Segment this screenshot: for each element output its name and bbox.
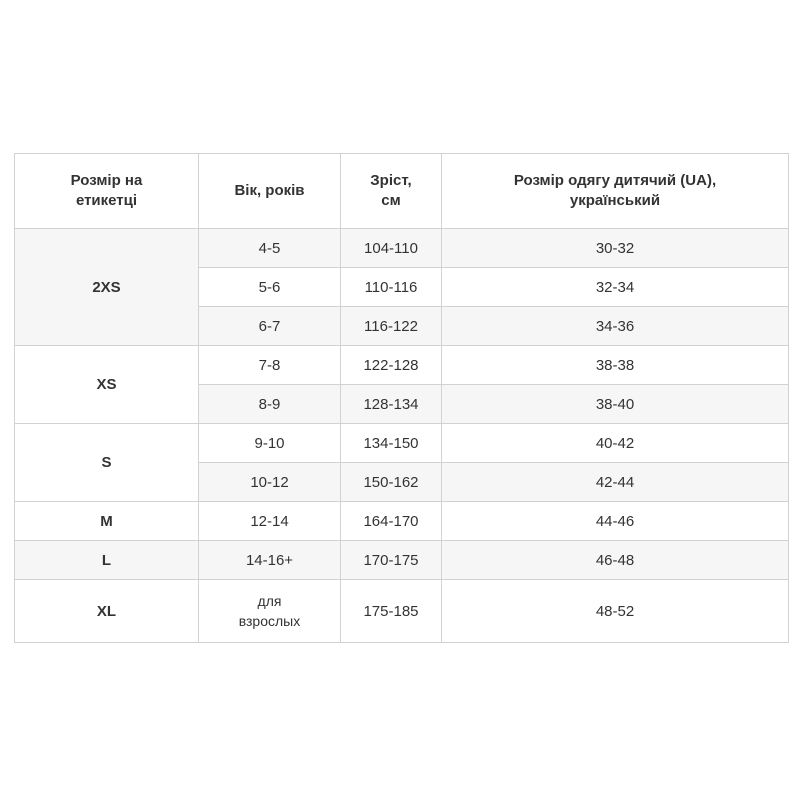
age-cell: 4-5 bbox=[198, 228, 341, 268]
size-cell: 2XS bbox=[14, 228, 199, 346]
size-chart-table: Розмір на етикетці Вік, років Зріст, см Ро… bbox=[14, 153, 789, 643]
age-cell: 12-14 bbox=[198, 501, 341, 541]
size-cell: L bbox=[14, 540, 199, 580]
table-row: M 12-14 164-170 44-46 bbox=[14, 501, 789, 541]
ua-size-cell: 38-38 bbox=[441, 345, 789, 385]
size-cell: M bbox=[14, 501, 199, 541]
age-cell: 14-16+ bbox=[198, 540, 341, 580]
age-cell: 6-7 bbox=[198, 306, 341, 346]
header-label-size: Розмір на етикетці bbox=[14, 153, 199, 229]
age-text: взрослых bbox=[238, 613, 301, 629]
age-cell: 7-8 bbox=[198, 345, 341, 385]
ua-size-cell: 44-46 bbox=[441, 501, 789, 541]
header-text: Вік, років bbox=[234, 182, 305, 199]
size-cell: S bbox=[14, 423, 199, 502]
header-text: етикетці bbox=[75, 192, 138, 209]
table-row: S 9-10 134-150 40-42 bbox=[14, 423, 789, 502]
size-cell: XL bbox=[14, 579, 199, 643]
ua-size-cell: 30-32 bbox=[441, 228, 789, 268]
ua-size-cell: 34-36 bbox=[441, 306, 789, 346]
ua-size-cell: 40-42 bbox=[441, 423, 789, 463]
ua-size-cell: 48-52 bbox=[441, 579, 789, 643]
table-row: L 14-16+ 170-175 46-48 bbox=[14, 540, 789, 580]
height-cell: 128-134 bbox=[340, 384, 442, 424]
header-text: Розмір на bbox=[70, 172, 143, 189]
header-text: Зріст, bbox=[370, 172, 412, 189]
header-text: український bbox=[569, 192, 661, 209]
age-cell: 5-6 bbox=[198, 267, 341, 307]
age-text: для bbox=[257, 593, 282, 609]
size-cell: XS bbox=[14, 345, 199, 424]
height-cell: 122-128 bbox=[340, 345, 442, 385]
header-text: Розмір одягу дитячий (UA), bbox=[513, 172, 717, 189]
table-row: 8-9 128-134 38-40 bbox=[15, 384, 789, 424]
age-cell: 8-9 bbox=[198, 384, 341, 424]
table-row: 5-6 110-116 32-34 bbox=[15, 267, 789, 307]
table-row: XL для взрослых 175-185 48-52 bbox=[14, 579, 789, 643]
ua-size-cell: 38-40 bbox=[441, 384, 789, 424]
age-cell: 9-10 bbox=[198, 423, 341, 463]
table-row: 2XS 4-5 104-110 30-32 bbox=[14, 228, 789, 346]
table-row: 10-12 150-162 42-44 bbox=[15, 462, 789, 502]
height-cell: 116-122 bbox=[340, 306, 442, 346]
ua-size-cell: 42-44 bbox=[441, 462, 789, 502]
height-cell: 170-175 bbox=[340, 540, 442, 580]
age-cell: 10-12 bbox=[198, 462, 341, 502]
height-cell: 110-116 bbox=[340, 267, 442, 307]
height-cell: 104-110 bbox=[340, 228, 442, 268]
height-cell: 134-150 bbox=[340, 423, 442, 463]
ua-size-cell: 32-34 bbox=[441, 267, 789, 307]
ua-size-cell: 46-48 bbox=[441, 540, 789, 580]
header-height: Зріст, см bbox=[340, 153, 442, 229]
age-cell: для взрослых bbox=[198, 579, 341, 643]
table-row: 6-7 116-122 34-36 bbox=[15, 306, 789, 346]
height-cell: 150-162 bbox=[340, 462, 442, 502]
height-cell: 164-170 bbox=[340, 501, 442, 541]
height-cell: 175-185 bbox=[340, 579, 442, 643]
header-row: Розмір на етикетці Вік, років Зріст, см Ро… bbox=[14, 153, 789, 229]
table-row: XS 7-8 122-128 38-38 bbox=[14, 345, 789, 424]
header-text: см bbox=[381, 192, 401, 209]
header-age: Вік, років bbox=[198, 153, 341, 229]
header-ua-size: Розмір одягу дитячий (UA), український bbox=[441, 153, 789, 229]
